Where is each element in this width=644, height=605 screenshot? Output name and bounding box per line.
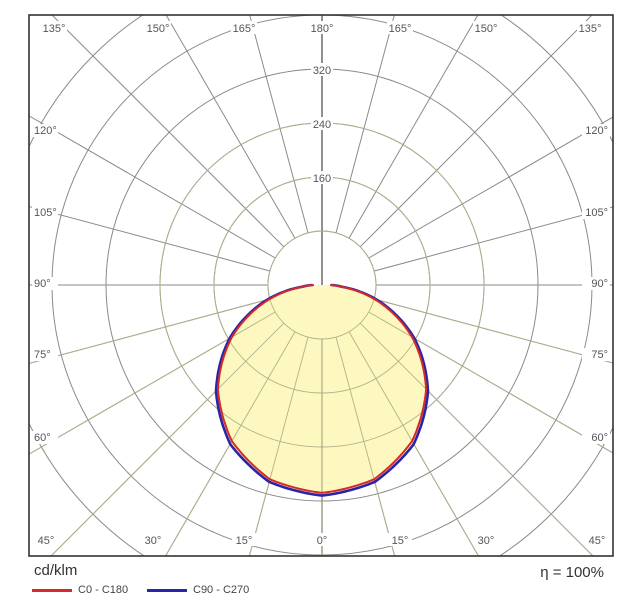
grid-radial-inner <box>368 311 613 454</box>
angle-label-top: 135° <box>579 23 602 35</box>
angle-label-bottom: 30° <box>478 535 495 547</box>
grid-radial-inner <box>248 337 309 556</box>
grid-radial <box>348 15 479 239</box>
angle-label-bottom: 30° <box>145 535 162 547</box>
angle-label-top: 165° <box>389 23 412 35</box>
legend-label: C0 - C180 <box>78 584 129 596</box>
grid-radial <box>359 15 593 248</box>
chart-frame <box>28 14 614 557</box>
grid-radial-inner <box>50 322 285 556</box>
grid-radial <box>51 15 285 248</box>
grid-radial <box>335 15 395 233</box>
grid-radial-inner <box>348 331 479 556</box>
blue-line-swatch-icon <box>147 588 187 592</box>
angle-label-left: 105° <box>34 207 57 219</box>
angle-label-top: 150° <box>475 23 498 35</box>
legend-item-c0-c180: C0 - C180 <box>32 584 128 596</box>
red-line-swatch-icon <box>32 588 72 592</box>
angle-label-bottom: 15° <box>392 535 409 547</box>
grid-radial-inner <box>359 322 594 556</box>
polar-intensity-chart: 320 240 160 135° 150° 165° 180° 165° 150° 135° 45°… <box>28 14 614 557</box>
angle-label-top: 165° <box>233 23 256 35</box>
angle-label-right: 75° <box>591 349 608 361</box>
grid-radial <box>374 206 613 272</box>
angle-label-top: 150° <box>147 23 170 35</box>
unit-label: cd/klm <box>34 562 78 579</box>
grid-radial <box>165 15 296 239</box>
angle-label-bottom: 0° <box>317 535 328 547</box>
grid-radial-inner <box>29 311 276 455</box>
curve-c0-c180 <box>216 284 428 494</box>
grid-radial <box>249 15 309 233</box>
angle-label-bottom: 45° <box>38 535 55 547</box>
radial-tick-label: 160 <box>313 173 331 185</box>
angle-label-left: 90° <box>34 278 51 290</box>
grid-radial-inner <box>374 298 613 364</box>
angle-label-right: 120° <box>585 125 608 137</box>
grid-radial-inner <box>165 331 296 556</box>
angle-label-right: 60° <box>591 432 608 444</box>
intensity-curves <box>29 122 613 556</box>
radial-tick-label: 240 <box>313 119 331 131</box>
angle-label-bottom: 45° <box>589 535 606 547</box>
legend-label: C90 - C270 <box>193 584 250 596</box>
angle-label-left: 60° <box>34 432 51 444</box>
angle-label-left: 75° <box>34 349 51 361</box>
angle-label-right: 90° <box>591 278 608 290</box>
grid-radial-inner <box>335 337 396 556</box>
angle-label-left: 120° <box>34 125 57 137</box>
angle-label-bottom: 15° <box>236 535 253 547</box>
angle-label-right: 105° <box>585 207 608 219</box>
grid-radial-inner <box>29 298 270 364</box>
grid-radial <box>368 116 613 259</box>
efficiency-label: η = 100% <box>540 564 604 581</box>
legend-item-c90-c270: C90 - C270 <box>147 584 249 596</box>
axis-labels: 320 240 160 135° 150° 165° 180° 165° 150° 135° 45°… <box>32 21 610 547</box>
angle-label-top: 135° <box>43 23 66 35</box>
curve-c90-c270 <box>214 283 430 497</box>
legend: cd/klm η = 100% C0 - C180 C90 - C270 <box>32 562 612 602</box>
angle-label-top: 180° <box>311 23 334 35</box>
grid-radial <box>29 115 276 259</box>
grid-radial <box>29 205 270 272</box>
radial-tick-label: 320 <box>313 65 331 77</box>
